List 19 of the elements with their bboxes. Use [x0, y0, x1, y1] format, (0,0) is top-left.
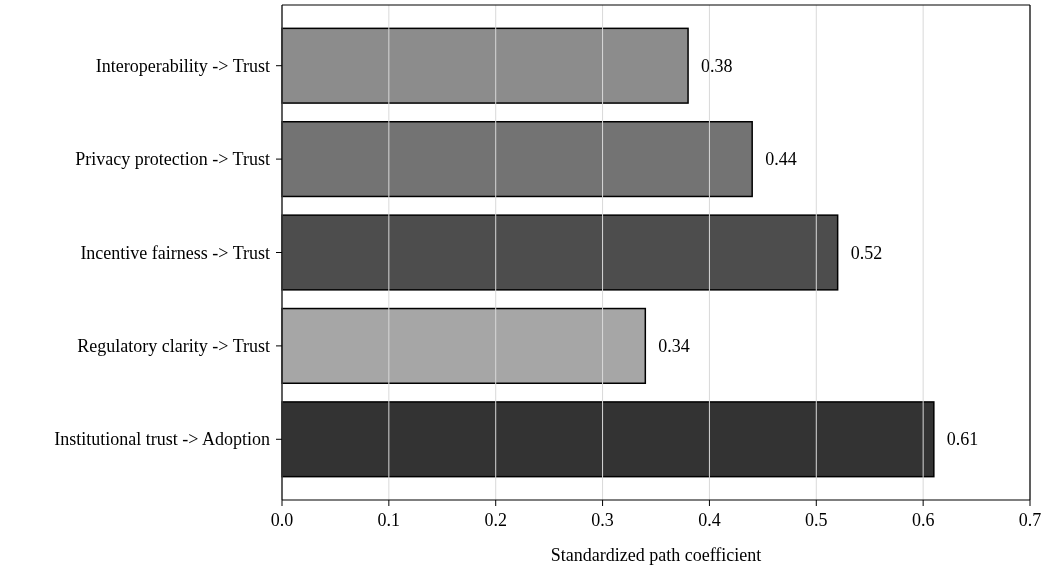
x-tick-label: 0.2 — [484, 510, 507, 530]
x-axis-title: Standardized path coefficient — [550, 545, 762, 565]
x-tick-label: 0.7 — [1018, 510, 1042, 530]
y-tick-label: Regulatory clarity -> Trust — [77, 335, 270, 356]
y-tick-label: Privacy protection -> Trust — [75, 149, 270, 170]
x-tick-label: 0.0 — [270, 510, 294, 530]
data-label: 0.44 — [765, 149, 797, 170]
x-tick-label: 0.1 — [377, 510, 401, 530]
y-tick-label: Interoperability -> Trust — [95, 55, 270, 76]
x-tick-label: 0.5 — [805, 510, 828, 530]
data-label: 0.61 — [946, 429, 979, 450]
x-tick-label: 0.4 — [698, 510, 721, 530]
x-tick-label: 0.6 — [911, 510, 935, 530]
y-tick-label: Incentive fairness -> Trust — [80, 242, 270, 263]
y-tick-label: Institutional trust -> Adoption — [54, 429, 270, 450]
data-label: 0.34 — [658, 335, 690, 356]
data-label: 0.52 — [850, 242, 883, 263]
data-label: 0.38 — [701, 55, 733, 76]
x-tick-label: 0.3 — [591, 510, 614, 530]
